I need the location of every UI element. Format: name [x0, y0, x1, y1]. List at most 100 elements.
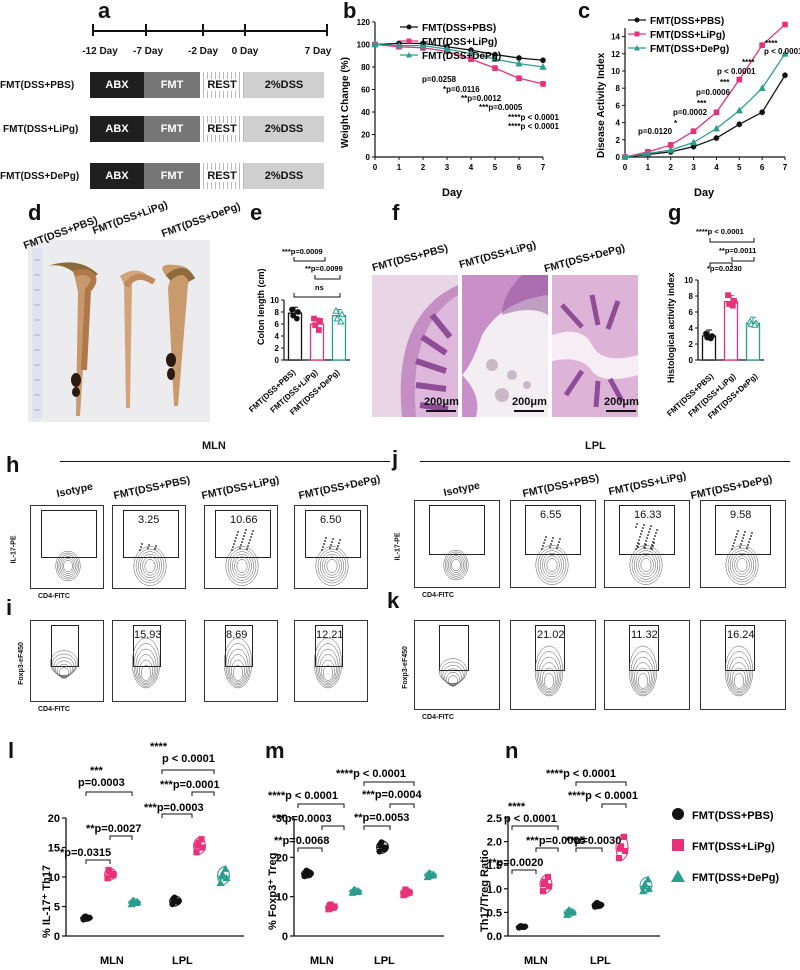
contour-ring	[632, 656, 654, 694]
th17-y-tick-label: 15	[48, 843, 60, 855]
ratio-y-tick-label: 0.5	[487, 907, 502, 919]
contour-ring	[53, 657, 75, 677]
contour-ring	[542, 552, 562, 578]
contour-ring	[544, 555, 560, 575]
histology-index-y-tick-label: 0	[689, 356, 694, 365]
ratio-point	[540, 880, 548, 888]
lpl-il17-plot: 6.55	[510, 500, 596, 588]
treg-plot-area: 0 10 20 30	[276, 813, 444, 943]
dai-point	[713, 135, 720, 141]
weight-annotation: p=0.0258	[422, 75, 457, 84]
contour-ring	[546, 558, 558, 572]
lpl-il17-gate-value: 9.58	[730, 509, 752, 521]
treg-y-tick-label: 10	[276, 892, 288, 904]
th17-point	[216, 878, 225, 886]
colon-length-point	[332, 306, 340, 314]
colon-length-y-tick-label: 0	[275, 356, 280, 365]
timeline-tick	[92, 24, 94, 36]
panel-letter-i: i	[6, 595, 13, 620]
dai-annotation: p=0.0120	[638, 127, 673, 136]
treg-y-label: % Foxp3⁺ Treg	[267, 853, 279, 930]
lpl-il17-plot: 9.58	[700, 500, 786, 588]
contour-ring	[229, 654, 247, 684]
weight-x-tick-label: 7	[541, 163, 546, 172]
ratio-chart: 0.0 0.5 1.0 1.5 2.0 2.5 Th17/Treg Ratio MLN L…	[479, 768, 660, 967]
th17-annotation: **p=0.0027	[86, 823, 141, 835]
contour-ring	[223, 637, 253, 689]
dai-point	[782, 21, 788, 28]
panel-letter-m: m	[265, 738, 285, 763]
event-dot	[321, 549, 323, 551]
event-dot	[655, 532, 657, 534]
mln-foxp3-contour	[223, 637, 253, 689]
weight-x-tick-label: 1	[397, 163, 402, 172]
lpl-rule	[420, 461, 790, 462]
contour-ring	[440, 661, 466, 685]
timeline-group-label: FMT(DSS+PBS)	[0, 80, 75, 91]
ratio-point	[645, 884, 653, 892]
event-dot	[331, 541, 333, 543]
event-dot	[739, 546, 741, 548]
segment-label: REST	[205, 170, 239, 182]
dai-point	[759, 109, 765, 116]
contour-ring	[322, 553, 342, 579]
legend-label: FMT(DSS+DePg)	[692, 872, 779, 884]
lpl-foxp3-contour	[438, 658, 468, 687]
dai-legend-label: FMT(DSS+LiPg)	[650, 30, 725, 41]
event-dot	[235, 537, 237, 539]
contour-ring	[736, 558, 748, 572]
colon-length-annotation: ns	[315, 283, 324, 292]
contour-ring	[140, 665, 152, 681]
lpl-foxp3-contour	[724, 645, 754, 697]
mln-foxp3-x-axis-label: CD4-FITC	[38, 706, 70, 713]
event-dot	[243, 535, 245, 537]
th17-point	[217, 872, 226, 880]
colon-length-point	[337, 317, 345, 325]
contour-ring	[133, 643, 159, 687]
colon-length-y-tick-label: 2	[275, 344, 280, 353]
weight-annotation: *p=0.0116	[443, 85, 480, 94]
colon-length-y-tick-label: 8	[275, 308, 280, 317]
mln-foxp3-gate-value: 12.21	[316, 629, 344, 641]
mln-il17-gate	[305, 510, 361, 558]
weight-point	[516, 55, 522, 61]
event-dot	[236, 534, 238, 536]
contour-ring	[229, 551, 255, 581]
event-dot	[242, 538, 244, 540]
event-dot	[746, 547, 748, 549]
scale-bar-label: 200μm	[424, 396, 459, 408]
ratio-point	[616, 845, 624, 852]
weight-point	[540, 81, 546, 87]
contour-ring	[631, 547, 661, 583]
contour-ring	[58, 554, 78, 578]
segment-label: FMT	[160, 79, 184, 91]
lpl-foxp3-gate	[629, 625, 659, 671]
event-dot	[650, 525, 652, 527]
treg-point	[326, 903, 333, 910]
contour-ring	[231, 659, 245, 683]
event-dot	[639, 536, 641, 538]
contour-ring	[315, 546, 349, 586]
mln-foxp3-plot	[30, 620, 104, 702]
lpl-foxp3-gate-value: 11.32	[631, 629, 658, 641]
lpl-il17-contour	[535, 536, 569, 585]
contour-ring	[630, 651, 656, 695]
colon-length-chart: 0 2 4 6 8 10 Colon length (cm) ***p=0.0009 **…	[247, 247, 350, 417]
contour-ring	[227, 548, 257, 584]
flow-column-title: FMT(DSS+PBS)	[112, 474, 192, 502]
event-dot	[323, 543, 325, 545]
weight-point	[395, 41, 403, 49]
ratio-y-tick-label: 2.0	[487, 837, 502, 849]
contour-ring	[636, 667, 650, 691]
rest-segment: REST	[200, 163, 244, 189]
contour-ring	[733, 673, 745, 689]
event-dot	[237, 531, 239, 533]
mln-foxp3-y-axis-label: Foxp3-eF450	[17, 642, 25, 685]
contour-ring	[535, 545, 569, 585]
weight-point	[371, 40, 379, 48]
event-dot	[338, 542, 340, 544]
event-dot	[559, 538, 561, 540]
histology-index-bar	[745, 322, 761, 361]
flow-column-title: FMT(DSS+DePg)	[297, 472, 382, 502]
dai-x-label: Day	[694, 187, 715, 199]
